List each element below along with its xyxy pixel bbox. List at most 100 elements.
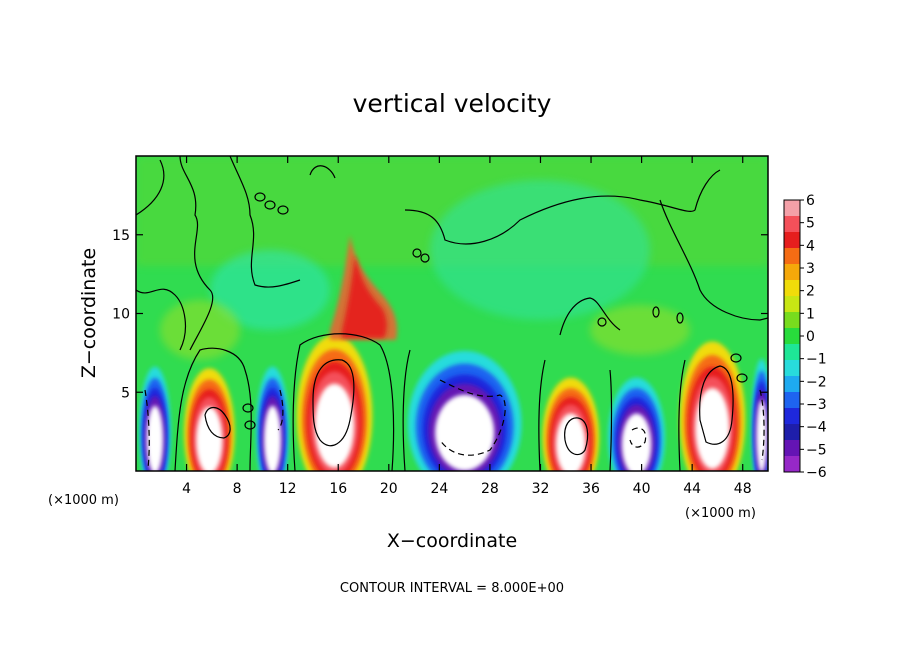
contour-ring xyxy=(736,373,748,383)
contour-ring xyxy=(412,248,422,258)
x-tick-label: 40 xyxy=(633,481,651,497)
downdraft-cell xyxy=(139,366,171,471)
colorbar-tick-label: 6 xyxy=(806,193,815,209)
colorbar-swatch xyxy=(784,392,800,409)
x-unit-right: (×1000 m) xyxy=(685,506,756,521)
contour-line xyxy=(678,359,686,471)
colorbar-tick-label: −4 xyxy=(806,420,827,436)
colorbar-swatch xyxy=(784,328,800,345)
colorbar-swatch xyxy=(784,280,800,297)
cell-shade xyxy=(314,383,355,468)
contour-ring xyxy=(264,200,276,210)
x-tick-label: 12 xyxy=(279,481,297,497)
cell-shade xyxy=(263,405,282,471)
field-cyan-patch xyxy=(210,250,330,330)
downdraft-cell xyxy=(608,377,665,471)
y-tick-label: 5 xyxy=(121,385,130,401)
colorbar-swatch xyxy=(784,312,800,329)
contour-ring xyxy=(676,312,684,324)
contour-line xyxy=(404,169,721,245)
cell-shade xyxy=(621,413,652,471)
y-axis: 5 10 15 xyxy=(112,228,768,401)
x-tick-label: 20 xyxy=(380,481,398,497)
contour-line xyxy=(538,359,546,471)
colorbar-swatch xyxy=(784,408,800,425)
downdraft-cell xyxy=(407,350,522,471)
colorbar-swatch xyxy=(784,264,800,281)
contour-line xyxy=(699,365,734,445)
downdraft-cell xyxy=(256,366,289,471)
contour-ring xyxy=(242,403,254,413)
contour-line xyxy=(659,199,768,321)
contour-interval-note: CONTOUR INTERVAL = 8.000E+00 xyxy=(340,581,564,596)
field-cyan-patch xyxy=(430,180,650,320)
colorbar-tick-label: −2 xyxy=(806,374,827,390)
plot-area xyxy=(136,156,768,471)
contour-ring xyxy=(254,192,266,202)
contour-line xyxy=(309,165,336,179)
contour-line xyxy=(609,369,613,471)
contour-line xyxy=(402,349,411,471)
x-tick-label: 8 xyxy=(233,481,242,497)
y-tick-label: 10 xyxy=(112,307,130,323)
cell-shade xyxy=(556,413,586,471)
y-axis-label: Z−coordinate xyxy=(78,248,100,378)
chart-title: vertical velocity xyxy=(353,89,552,118)
x-tick-label: 44 xyxy=(683,481,701,497)
colorbar-tick-label: 4 xyxy=(806,238,815,254)
x-tick-label: 28 xyxy=(481,481,499,497)
contour-line-dashed xyxy=(439,379,506,456)
colorbar-swatch xyxy=(784,200,800,217)
cell-shade xyxy=(146,405,164,471)
x-tick-label: 32 xyxy=(532,481,550,497)
downdraft-cell xyxy=(751,358,768,471)
contour-line xyxy=(174,347,252,471)
colorbar-swatch xyxy=(784,424,800,441)
colorbar-swatch xyxy=(784,456,800,473)
colorbar-swatch xyxy=(784,376,800,393)
contour-lines xyxy=(136,156,768,471)
colorbar-tick-label: 0 xyxy=(806,329,815,345)
updraft-cell xyxy=(184,368,235,471)
contour-line-dashed xyxy=(629,427,647,448)
cell-shade xyxy=(196,406,223,471)
x-axis-label: X−coordinate xyxy=(387,530,517,552)
contour-line-dashed xyxy=(759,389,765,461)
cell-shade xyxy=(435,394,495,471)
colorbar-swatch xyxy=(784,232,800,249)
x-axis: 4 8 12 16 20 24 28 32 36 40 44 48 xyxy=(182,156,752,497)
contour-ring xyxy=(597,317,607,327)
colorbar-swatch xyxy=(784,296,800,313)
updraft-cell xyxy=(542,377,600,471)
contour-line xyxy=(136,156,214,351)
updraft-cell xyxy=(296,335,373,471)
updraft-cell xyxy=(679,341,746,471)
contour-ring xyxy=(244,420,256,430)
colorbar-swatch xyxy=(784,440,800,457)
colorbar-swatch xyxy=(784,248,800,265)
colorbar-swatch xyxy=(784,216,800,233)
x-tick-label: 4 xyxy=(182,481,191,497)
colorbar-tick-label: −3 xyxy=(806,397,827,413)
colorbar-tick-label: 1 xyxy=(806,306,815,322)
contour-ring xyxy=(730,353,742,363)
colorbar-tick-label: −1 xyxy=(806,352,827,368)
contour-line xyxy=(229,156,301,288)
field-yellow-patch xyxy=(590,305,690,355)
colorbar-tick-label: 5 xyxy=(806,216,815,232)
colorbar-tick-label: 3 xyxy=(806,261,815,277)
contour-ring xyxy=(420,253,430,263)
cell-shade xyxy=(695,388,730,469)
contour-line xyxy=(559,297,621,336)
colorbar-tick-label: 2 xyxy=(806,284,815,300)
contour-line xyxy=(292,333,395,471)
colorbar-tick-label: −6 xyxy=(806,465,827,481)
x-tick-label: 16 xyxy=(329,481,347,497)
contour-line xyxy=(564,417,589,456)
colorbar: 6 5 4 3 2 1 0 −1 −2 −3 −4 −5 −6 xyxy=(783,193,827,481)
cell-shade xyxy=(756,400,767,471)
contour-line xyxy=(204,406,231,439)
updraft-plume-core xyxy=(342,255,387,338)
contour-line-dashed xyxy=(144,389,150,469)
